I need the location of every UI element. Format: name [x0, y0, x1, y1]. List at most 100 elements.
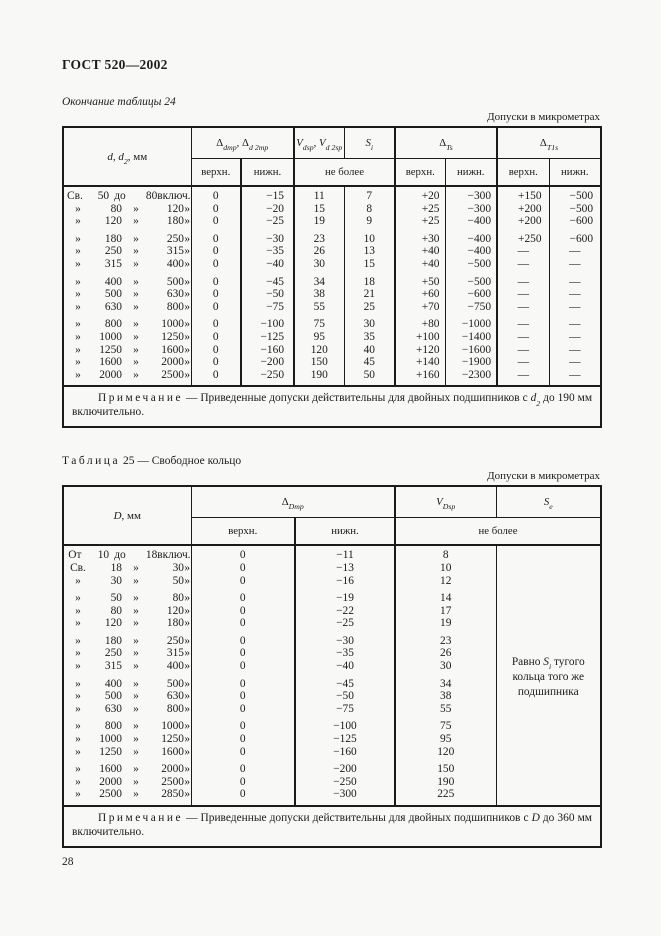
value-cell: +200 — [496, 202, 550, 216]
value-cell: +150 — [496, 186, 550, 203]
value-cell: 55 — [394, 702, 496, 716]
value-cell: 0 — [190, 257, 241, 271]
document-page: ГОСТ 520—2002 Окончание таблицы 24 Допус… — [62, 57, 603, 868]
t25-header-row-1: D, мм ΔDmp VDsp Se — [63, 486, 601, 547]
t24-col-v: Vdsp, Vd 2sp — [293, 127, 345, 159]
value-cell: 0 — [190, 330, 241, 344]
value-cell: 0 — [190, 677, 295, 691]
t25-body: От 10 до 18 включ. 0 −11 8 Равно Si тугого кольца… — [63, 545, 601, 806]
value-cell: — — [496, 245, 550, 258]
value-cell: — — [496, 368, 550, 387]
t24-sub-not-more: не более — [293, 158, 396, 187]
value-cell: 19 — [293, 215, 345, 228]
value-cell: −50 — [294, 690, 395, 703]
value-cell: 10 — [343, 232, 396, 246]
table-row: » 630» 800» 0 −75 55 25 +70 −750— — — [63, 300, 602, 314]
value-cell: −30 — [294, 634, 395, 648]
range-cell: » 120» 180» — [75, 215, 191, 228]
value-cell: 0 — [190, 545, 295, 562]
value-cell: −40 — [239, 257, 295, 271]
value-cell: 26 — [394, 647, 496, 661]
value-cell: — — [548, 368, 602, 387]
value-cell: −300 — [294, 788, 395, 806]
standard-number: ГОСТ 520—2002 — [62, 57, 168, 72]
value-cell: 0 — [190, 604, 295, 618]
range-cell: » 2000» 2500» — [75, 775, 191, 788]
range-cell: Св. 18» 30» — [70, 561, 191, 574]
value-cell: — — [496, 330, 550, 344]
value-cell: −1900 — [444, 356, 498, 369]
table-row: Св. 50 до 80 включ. 0 −15 11 7 +20 −300 +150 −500 — [63, 186, 602, 203]
value-cell: 0 — [190, 592, 295, 605]
value-cell: −400 — [444, 215, 498, 228]
t25-note: Примечание — Приведенные допуски действи… — [72, 812, 592, 838]
table-25: D, мм ΔDmp VDsp Se верхн. нижн. не более… — [62, 485, 602, 848]
value-cell: — — [548, 257, 602, 271]
value-cell: −45 — [239, 275, 295, 289]
table-24: d, d2, мм Δdmp, Δd 2mp Vdsp, Vd 2sp Si Δ… — [62, 126, 603, 429]
range-cell: » 1250» 1600» — [75, 343, 191, 356]
range-cell: » 500» 630» — [75, 690, 191, 703]
range-cell: » 180» 250» — [75, 232, 191, 245]
value-cell: −2300 — [444, 368, 498, 387]
value-cell: 0 — [190, 733, 295, 746]
range-cell: » 400» 500» — [75, 677, 191, 690]
range-cell: » 80» 120» — [75, 604, 191, 617]
t24-col-delta-t1s: ΔT1s — [496, 127, 602, 159]
value-cell: −15 — [239, 186, 295, 203]
value-cell: — — [548, 275, 602, 289]
value-cell: −500 — [444, 257, 498, 271]
value-cell: 75 — [293, 318, 345, 331]
value-cell: — — [548, 356, 602, 369]
table-row: » 2000» 2500» 0 −250 190 — [63, 775, 601, 789]
value-cell: −35 — [294, 647, 395, 661]
value-cell: −400 — [444, 245, 498, 258]
table-row: » 250» 315» 0 −35 26 13 +40 −400— — — [63, 245, 602, 258]
value-cell: −160 — [294, 745, 395, 759]
value-cell: 35 — [343, 330, 396, 344]
value-cell: 0 — [190, 720, 295, 734]
value-cell: 50 — [343, 368, 396, 387]
value-cell: 25 — [343, 300, 396, 314]
value-cell: −25 — [294, 617, 395, 630]
value-cell: 9 — [343, 215, 396, 228]
table-row: » 1600» 2000» 0 −200 150 — [63, 763, 601, 776]
value-cell: −200 — [294, 763, 395, 776]
range-cell: » 250» 315» — [75, 245, 191, 258]
value-cell: 190 — [293, 368, 345, 387]
value-cell: — — [496, 257, 550, 271]
table-row: » 1600» 2000» 0 −200 150 45 +140 −1900— — — [63, 356, 602, 369]
table-row: Св. 18» 30» 0 −13 10 — [63, 561, 601, 575]
value-cell: −100 — [239, 318, 295, 331]
value-cell: — — [496, 275, 550, 289]
t24-sub-lower-3: нижн. — [548, 158, 602, 187]
value-cell: −22 — [294, 604, 395, 618]
range-cell: » 400» 500» — [75, 275, 191, 288]
table-row: » 315» 400» 0 −40 30 — [63, 660, 601, 673]
value-cell: 190 — [394, 775, 496, 789]
table-row: » 800» 1000» 0 −100 75 — [63, 720, 601, 734]
t24-note-row: Примечание — Приведенные допуски действи… — [63, 385, 602, 428]
value-cell: 45 — [343, 356, 396, 369]
table-row: » 1000» 1250» 0 −125 95 — [63, 733, 601, 746]
group-gap-row — [63, 758, 601, 764]
value-cell: 0 — [190, 368, 241, 387]
value-cell: +25 — [394, 215, 446, 228]
value-cell: 0 — [190, 288, 241, 301]
value-cell: — — [548, 330, 602, 344]
range-cell: » 500» 630» — [75, 288, 191, 301]
range-cell: » 80» 120» — [75, 202, 191, 215]
value-cell: −160 — [239, 343, 295, 357]
value-cell: — — [496, 318, 550, 331]
t25-col-v: VDsp — [394, 486, 496, 519]
value-cell: −1000 — [444, 318, 498, 331]
value-cell: 0 — [190, 647, 295, 661]
value-cell: −16 — [294, 574, 395, 588]
value-cell: 14 — [394, 592, 496, 605]
value-cell: 30 — [293, 257, 345, 271]
value-cell: −45 — [294, 677, 395, 691]
value-cell: −500 — [548, 186, 602, 203]
value-cell: −19 — [294, 592, 395, 605]
table-row: » 250» 315» 0 −35 26 — [63, 647, 601, 661]
value-cell: −1400 — [444, 330, 498, 344]
